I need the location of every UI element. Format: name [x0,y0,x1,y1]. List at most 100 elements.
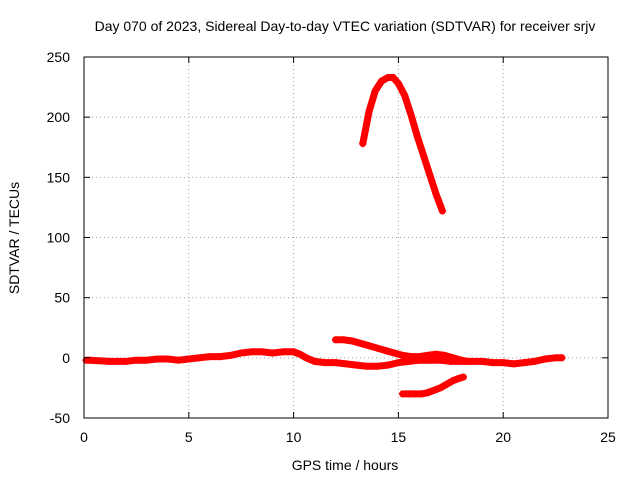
data-point [443,380,451,388]
y-tick-label: 250 [47,49,71,65]
data-point [206,353,214,361]
data-point [164,355,172,363]
x-tick-label: 25 [600,429,616,445]
data-point [352,361,360,369]
data-point [363,362,371,370]
x-tick-label: 10 [286,429,302,445]
data-point [455,374,463,382]
data-point [332,359,340,367]
data-point [371,87,379,95]
data-point [132,356,140,364]
x-tick-label: 15 [391,429,407,445]
data-point [373,344,381,352]
data-point [415,353,423,361]
data-series-3 [332,336,472,365]
x-tick-label: 20 [495,429,511,445]
data-point [359,140,367,148]
data-point [499,359,507,367]
data-point [365,342,373,350]
y-tick-label: 100 [47,230,71,246]
data-point [390,349,398,357]
data-point [459,373,467,381]
data-point [510,360,518,368]
data-point [478,357,486,365]
data-point [411,390,419,398]
data-point [105,357,113,365]
data-point [424,389,432,397]
y-tick-label: 0 [62,350,70,366]
data-point [464,357,472,365]
data-point [405,390,413,398]
chart-title: Day 070 of 2023, Sidereal Day-to-day VTE… [95,18,596,34]
data-series-trace [359,74,446,215]
data-point [438,207,446,215]
data-point [531,357,539,365]
data-point [122,357,130,365]
data-point [153,355,161,363]
data-point [552,354,560,362]
tick-layer: 0 5 10 15 20 25 -50 0 50 100 150 200 250 [47,49,616,445]
data-point [489,359,497,367]
data-point [384,361,392,369]
data-point [342,360,350,368]
data-layer [82,73,566,398]
data-point [417,390,425,398]
data-point [185,355,193,363]
data-point [174,356,182,364]
data-series-4 [399,373,467,398]
data-point [420,152,428,160]
data-point [394,79,402,87]
grid-layer [84,57,608,418]
data-point [348,337,356,345]
data-point [378,77,386,85]
data-point [296,350,304,358]
data-point [432,350,440,358]
data-point [382,347,390,355]
data-point [321,359,329,367]
data-point [311,357,319,365]
data-point [432,190,440,198]
data-point [407,111,415,119]
data-point [258,348,266,356]
data-point [332,336,340,344]
data-point [389,73,397,81]
x-tick-label: 5 [185,429,193,445]
data-point [394,359,402,367]
data-point [216,353,224,361]
data-point [269,349,277,357]
data-point [413,132,421,140]
data-point [399,390,407,398]
x-axis-label: GPS time / hours [292,457,399,473]
data-point [373,362,381,370]
y-tick-label: -50 [50,410,70,426]
data-point [365,107,373,115]
x-tick-label: 0 [80,429,88,445]
data-point [290,348,298,356]
data-point [279,348,287,356]
y-tick-label: 200 [47,109,71,125]
data-point [143,356,151,364]
data-point [86,356,94,364]
data-point [520,359,528,367]
data-point [436,384,444,392]
y-tick-label: 150 [47,169,71,185]
data-point [424,351,432,359]
data-point [195,354,203,362]
y-tick-label: 50 [54,290,70,306]
data-point [248,348,256,356]
data-point [430,386,438,394]
data-point [401,92,409,100]
data-point [426,171,434,179]
data-point [441,351,449,359]
data-point [541,355,549,363]
data-point [449,377,457,385]
data-point [237,349,245,357]
data-point [114,357,122,365]
data-point [558,354,566,362]
data-point [457,356,465,364]
data-series-2 [82,348,566,370]
y-axis-label: SDTVAR / TECUs [6,182,22,294]
data-point [227,351,235,359]
